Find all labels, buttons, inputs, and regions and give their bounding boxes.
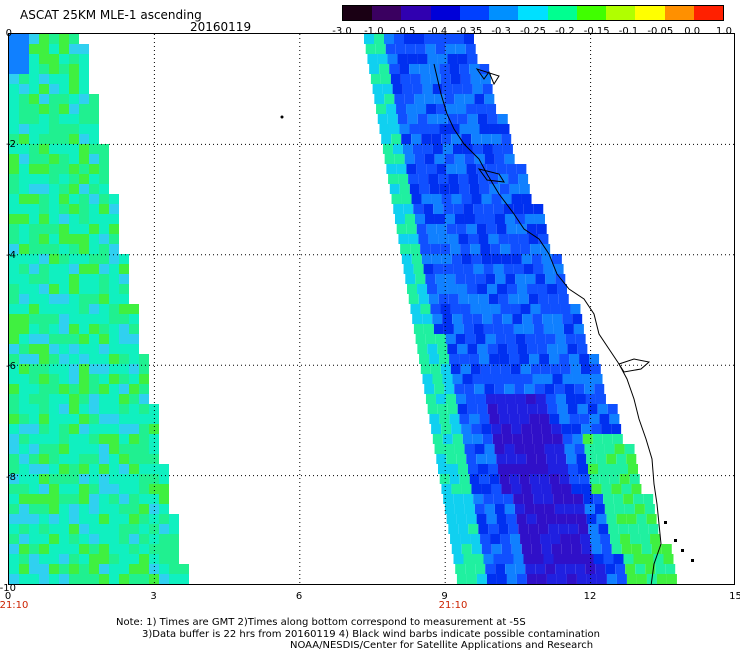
- time-label-left: 21:10: [0, 600, 29, 611]
- y-tick-label: -6: [6, 361, 16, 372]
- y-tick-label: 0: [5, 28, 12, 39]
- island-dot: [681, 549, 684, 552]
- colorbar-tick-label: -0.25: [520, 26, 546, 37]
- y-tick-label: -10: [0, 583, 16, 594]
- coastline: [433, 63, 662, 584]
- right-swath: [364, 34, 677, 584]
- x-tick-label: 9: [441, 591, 448, 602]
- colorbar-tick-label: -0.35: [456, 26, 483, 37]
- product-title: ASCAT 25KM MLE-1 ascending: [20, 8, 202, 22]
- product-date: 20160119: [190, 20, 252, 34]
- x-tick-label: 3: [150, 591, 157, 602]
- left-swath: [9, 34, 189, 584]
- colorbar-tick-label: -0.3: [491, 26, 511, 37]
- colorbar-segment: [518, 6, 548, 20]
- colorbar-tick-label: -0.1: [618, 26, 639, 37]
- island-shape: [475, 68, 500, 86]
- grid-lines: [9, 34, 734, 584]
- y-tick-label: -4: [6, 250, 16, 261]
- colorbar: [342, 5, 724, 21]
- x-tick-label: 0: [4, 591, 12, 602]
- map-svg: [9, 34, 734, 584]
- footer-note-3: NOAA/NESDIS/Center for Satellite Applica…: [290, 640, 594, 651]
- island-dot: [664, 521, 667, 524]
- x-tick-label: 12: [583, 591, 597, 602]
- footer-note-2: 3)Data buffer is 22 hrs from 20160119 4)…: [142, 629, 600, 640]
- colorbar-segment: [576, 6, 607, 20]
- time-label-right: 21:10: [438, 600, 468, 611]
- colorbar-segment: [489, 6, 519, 20]
- footer-note-1: Note: 1) Times are GMT 2)Times along bot…: [116, 617, 526, 628]
- colorbar-tick-label: -0.15: [583, 26, 610, 37]
- colorbar-segment: [430, 6, 460, 20]
- map-plot: [8, 33, 735, 585]
- x-tick-label: 6: [295, 591, 303, 602]
- y-tick-label: -8: [6, 472, 16, 483]
- island-shape: [477, 168, 505, 183]
- colorbar-tick-label: -1.0: [364, 26, 384, 37]
- colorbar-tick-label: -0.4: [427, 26, 448, 37]
- colorbar-tick-label: 1.0: [716, 26, 732, 37]
- y-tick-label: -2: [6, 139, 16, 150]
- colorbar-segment: [664, 6, 694, 20]
- colorbar-segment: [635, 6, 665, 20]
- colorbar-tick-label: -3.0: [332, 26, 352, 37]
- colorbar-segment: [547, 6, 577, 20]
- colorbar-tick-label: -0.2: [555, 26, 575, 37]
- island-dot: [674, 539, 677, 542]
- island-dot: [691, 559, 694, 562]
- colorbar-segment: [606, 6, 636, 20]
- island-shape: [618, 358, 651, 373]
- colorbar-segment: [372, 6, 402, 20]
- colorbar-tick-label: -0.5: [395, 26, 416, 37]
- island-dot: [280, 115, 284, 119]
- colorbar-segment: [401, 6, 431, 20]
- colorbar-tick-label: 0.0: [684, 26, 701, 37]
- x-tick-label: 15: [729, 591, 740, 602]
- colorbar-segment: [459, 6, 490, 20]
- colorbar-segment: [693, 6, 724, 20]
- colorbar-segment: [343, 6, 373, 20]
- colorbar-tick-label: -0.05: [647, 26, 674, 37]
